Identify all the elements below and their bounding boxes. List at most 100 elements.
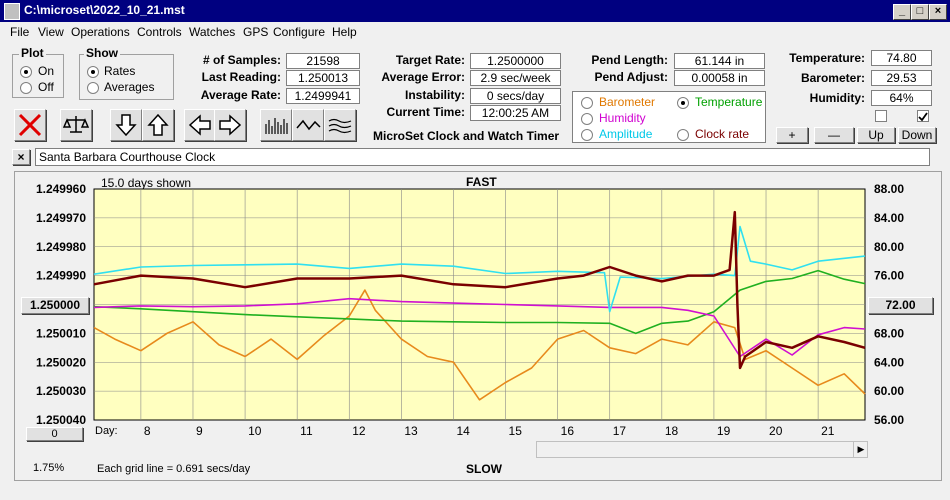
x-tick-label: 9 [196, 424, 203, 438]
scroll-right-arrow-icon[interactable]: ▶ [853, 442, 868, 457]
y-right-tick-label: 64.00 [874, 355, 904, 369]
reset-offset-button[interactable]: 0 [26, 427, 83, 441]
samples-field: 21598 [286, 53, 360, 69]
menu-configure[interactable]: Configure [273, 25, 326, 39]
clear-button[interactable] [14, 109, 46, 141]
check-icon [918, 112, 928, 122]
samples-label: # of Samples: [202, 53, 281, 67]
show-rates-label: Rates [104, 64, 136, 78]
clear-name-button[interactable]: × [12, 149, 30, 165]
plot-on-label: On [38, 64, 55, 78]
y-right-tick-label: 84.00 [874, 211, 904, 225]
average-rate-field: 1.2499941 [286, 88, 360, 104]
x-tick-label: 18 [665, 424, 679, 438]
average-error-field: 2.9 sec/week [470, 70, 561, 86]
y-left-tick-label: 1.250040 [36, 413, 86, 427]
series-temperature-line [93, 269, 866, 335]
calibrate-button[interactable] [60, 109, 92, 141]
move-down-button[interactable] [110, 109, 142, 141]
scroll-up-button[interactable]: Up [857, 127, 895, 143]
minimize-button[interactable]: _ [893, 4, 911, 20]
x-tick-label: 14 [456, 424, 470, 438]
wave-view-button[interactable] [292, 109, 324, 141]
option-checkbox-1[interactable] [875, 110, 887, 122]
target-rate-field[interactable]: 1.2500000 [470, 53, 561, 69]
plot-off-radio[interactable] [20, 82, 32, 94]
menu-gps[interactable]: GPS [243, 25, 269, 39]
multi-wave-button[interactable] [324, 109, 356, 141]
show-averages-radio[interactable] [87, 82, 99, 94]
series-amplitude-line [93, 225, 866, 313]
y-left-tick-label: 1.250030 [36, 384, 86, 398]
sensor-select-box [572, 91, 766, 143]
days-shown-label: 15.0 days shown [101, 176, 192, 190]
arrow-right-icon [219, 114, 242, 136]
y-right-tick-label: 80.00 [874, 240, 904, 254]
temperature-radio[interactable] [677, 97, 689, 109]
humidity-option-label: Humidity [599, 111, 646, 125]
humidity-radio[interactable] [581, 113, 593, 125]
scroll-down-button[interactable]: Down [898, 127, 936, 143]
y-left-tick-label: 1.249970 [36, 211, 86, 225]
move-up-button[interactable] [142, 109, 174, 141]
percent-readout: 1.75% [33, 462, 65, 474]
move-right-button[interactable] [214, 109, 246, 141]
app-caption: MicroSet Clock and Watch Timer [373, 129, 560, 143]
y-right-tick-label: 88.00 [874, 182, 904, 196]
y-right-tick-label: 76.00 [874, 269, 904, 283]
temperature-option-label: Temperature [695, 95, 763, 109]
window-title: C:\microset\2022_10_21.mst [24, 3, 185, 17]
close-button[interactable]: × [929, 4, 947, 20]
menu-help[interactable]: Help [332, 25, 357, 39]
amplitude-option-label: Amplitude [599, 127, 653, 141]
barometer-field: 29.53 [871, 70, 932, 86]
y-left-tick-label: 1.249980 [36, 240, 86, 254]
menu-view[interactable]: View [38, 25, 64, 39]
plot-group-label: Plot [19, 46, 46, 60]
amplitude-radio[interactable] [581, 129, 593, 141]
plot-on-radio[interactable] [20, 66, 32, 78]
last-reading-field: 1.250013 [286, 70, 360, 86]
option-checkbox-2[interactable] [917, 110, 929, 122]
clock-rate-radio[interactable] [677, 129, 689, 141]
y-right-tick-label: 56.00 [874, 413, 904, 427]
show-group [79, 54, 174, 100]
clock-name-input[interactable]: Santa Barbara Courthouse Clock [35, 148, 930, 166]
barometer-option-label: Barometer [599, 95, 656, 109]
x-tick-label: 19 [717, 424, 731, 438]
arrow-left-icon [188, 114, 211, 136]
average-rate-label: Average Rate: [200, 88, 281, 102]
x-tick-label: 12 [352, 424, 366, 438]
y-left-tick-label: 1.249990 [36, 269, 86, 283]
y-left-tick-label: 1.250010 [36, 326, 86, 340]
arrow-down-icon [115, 114, 137, 137]
menu-controls[interactable]: Controls [137, 25, 182, 39]
horizontal-scrollbar[interactable]: ▶ [536, 441, 868, 458]
y-right-tick-label: 68.00 [874, 326, 904, 340]
menu-bar: File View Operations Controls Watches GP… [0, 22, 950, 42]
pend-adjust-label: Pend Adjust: [594, 70, 668, 84]
maximize-button[interactable]: □ [911, 4, 929, 20]
menu-watches[interactable]: Watches [189, 25, 236, 39]
x-tick-label: 13 [404, 424, 418, 438]
show-group-label: Show [84, 46, 120, 60]
show-rates-radio[interactable] [87, 66, 99, 78]
x-tick-label: 8 [144, 424, 151, 438]
left-axis-center-value[interactable]: 1.250000 [21, 297, 89, 314]
last-reading-label: Last Reading: [201, 70, 281, 84]
x-tick-label: 11 [300, 424, 313, 438]
zoom-in-button[interactable]: + [776, 127, 808, 143]
average-error-label: Average Error: [381, 70, 465, 84]
menu-file[interactable]: File [10, 25, 30, 39]
humidity-field: 64% [871, 90, 932, 106]
zoom-out-button[interactable]: — [814, 127, 854, 143]
barometer-radio[interactable] [581, 97, 593, 109]
x-tick-label: 17 [613, 424, 627, 438]
bar-view-button[interactable] [260, 109, 292, 141]
arrow-up-icon [147, 113, 169, 136]
x-tick-label: 10 [248, 424, 262, 438]
right-axis-center-value[interactable]: 72.00 [868, 297, 933, 314]
pend-length-field[interactable]: 61.144 in [674, 53, 765, 69]
menu-operations[interactable]: Operations [71, 25, 130, 39]
series-humidity-line [93, 297, 866, 358]
